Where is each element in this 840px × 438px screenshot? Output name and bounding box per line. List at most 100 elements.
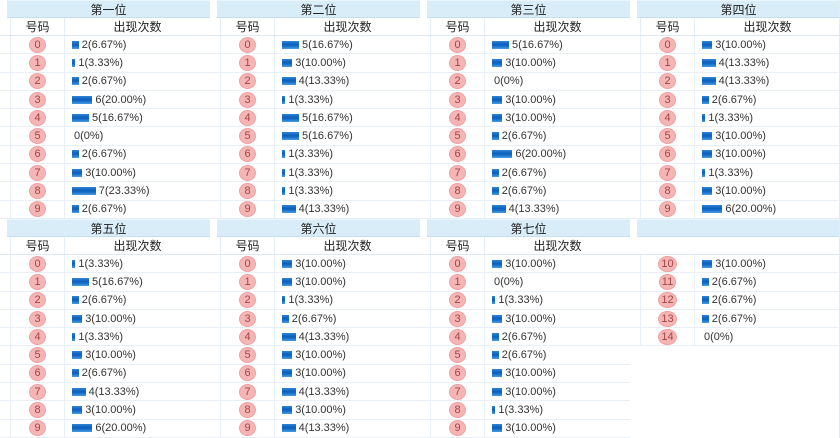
frequency-bar — [72, 369, 79, 378]
position-block: 第四位 号码 出现次数 0 3(10.00%) 1 4(13.33%) 2 4(13.33… — [630, 0, 839, 219]
count-label: 5(16.67%) — [92, 111, 143, 124]
stat-row: 3 2(6.67%) — [630, 90, 839, 110]
number-badge: 3 — [449, 91, 466, 108]
number-cell: 7 — [11, 383, 65, 401]
frequency-bar — [282, 58, 293, 67]
row-spacer-cell — [630, 255, 641, 273]
frequency-bar — [72, 424, 93, 433]
row-spacer-cell — [0, 182, 11, 200]
number-badge: 5 — [449, 128, 466, 145]
count-cell: 6(20.00%) — [65, 91, 210, 108]
frequency-bar — [702, 77, 716, 86]
number-cell: 12 — [641, 291, 695, 309]
number-badge: 3 — [239, 310, 256, 327]
count-label: 4(13.33%) — [718, 56, 770, 69]
stat-row: 4 4(13.33%) — [210, 328, 420, 347]
row-spacer-cell — [0, 291, 11, 309]
number-cell: 4 — [11, 328, 65, 346]
frequency-bar — [282, 187, 286, 196]
number-badge: 0 — [449, 36, 466, 53]
count-label: 2(6.67%) — [501, 185, 547, 198]
number-badge: 3 — [449, 310, 466, 327]
count-cell: 3(10.00%) — [485, 420, 630, 437]
row-spacer-cell — [420, 309, 431, 328]
frequency-bar — [282, 150, 286, 159]
count-label: 3(10.00%) — [85, 166, 136, 179]
number-cell: 8 — [431, 182, 485, 200]
number-cell: 2 — [11, 291, 65, 309]
row-spacer-cell — [210, 255, 221, 273]
count-column-header: 出现次数 — [113, 239, 162, 253]
row-spacer-cell — [420, 255, 431, 273]
row-spacer-cell — [0, 109, 11, 127]
row-spacer-cell — [0, 127, 11, 145]
stat-row: 7 3(10.00%) — [0, 164, 210, 183]
frequency-bar — [72, 332, 76, 341]
row-spacer-cell — [0, 309, 11, 328]
number-cell: 4 — [221, 109, 275, 127]
stat-row: 6 3(10.00%) — [210, 364, 420, 384]
count-label: 3(10.00%) — [715, 38, 766, 51]
count-cell: 1(3.33%) — [275, 164, 420, 181]
stat-row: 0 1(3.33%) — [0, 255, 210, 274]
stat-row: 4 5(16.67%) — [210, 109, 420, 128]
position-title-band — [637, 219, 839, 237]
number-cell: 8 — [431, 401, 485, 419]
count-label: 3(10.00%) — [85, 312, 136, 325]
number-badge: 5 — [29, 128, 46, 145]
number-column-header: 号码 — [221, 237, 275, 254]
row-spacer-cell — [630, 164, 641, 182]
frequency-bar — [72, 168, 83, 177]
stat-row: 2 0(0%) — [420, 72, 630, 91]
frequency-bar — [282, 406, 293, 415]
count-cell: 3(10.00%) — [485, 54, 630, 71]
number-cell: 7 — [221, 383, 275, 401]
header-spacer-cell — [420, 18, 431, 35]
number-column-header: 号码 — [431, 18, 485, 35]
stat-row: 9 3(10.00%) — [420, 419, 630, 438]
rows-container: 0 3(10.00%) 1 0(0%) 2 1(3.33%) 3 3(10.00%) 4 2(6.… — [420, 255, 630, 438]
count-label: 2(6.67%) — [81, 203, 127, 216]
number-cell: 6 — [11, 364, 65, 383]
row-spacer-cell — [420, 364, 431, 383]
column-header-row: 号码 出现次数 — [420, 237, 630, 255]
number-badge: 7 — [239, 164, 256, 181]
frequency-bar — [492, 205, 506, 214]
stat-row: 9 6(20.00%) — [0, 419, 210, 438]
count-label: 6(20.00%) — [95, 422, 147, 435]
count-label: 4(13.33%) — [718, 75, 770, 88]
frequency-bar — [492, 369, 503, 378]
column-header-row: 号码 出现次数 — [0, 237, 210, 255]
number-cell: 3 — [221, 309, 275, 328]
number-badge: 2 — [239, 292, 256, 309]
row-spacer-cell — [630, 72, 641, 90]
number-badge: 8 — [29, 183, 46, 200]
count-label: 1(3.33%) — [78, 330, 124, 343]
count-label: 1(3.33%) — [288, 294, 334, 307]
stat-row: 9 4(13.33%) — [420, 200, 630, 219]
number-badge: 4 — [239, 109, 256, 126]
frequency-bar — [492, 113, 503, 122]
frequency-bar — [492, 132, 499, 141]
rows-container: 0 1(3.33%) 1 5(16.67%) 2 2(6.67%) 3 3(10.00%) 4 1… — [0, 255, 210, 438]
stat-row: 0 5(16.67%) — [210, 36, 420, 55]
number-cell: 9 — [221, 419, 275, 437]
frequency-bar — [492, 332, 499, 341]
row-spacer-cell — [630, 54, 641, 72]
frequency-bar — [72, 187, 96, 196]
stat-row: 0 3(10.00%) — [210, 255, 420, 274]
position-block: 第一位 号码 出现次数 0 2(6.67%) 1 1(3.33%) 2 2(6.67%) 3… — [0, 0, 210, 219]
count-cell: 2(6.67%) — [695, 292, 839, 309]
row-spacer-cell — [0, 54, 11, 72]
row-spacer-cell — [0, 255, 11, 273]
stat-row: 7 4(13.33%) — [210, 383, 420, 402]
stat-row: 8 3(10.00%) — [630, 182, 839, 201]
rows-container: 0 2(6.67%) 1 1(3.33%) 2 2(6.67%) 3 6(20.00%) 4 5(… — [0, 36, 210, 219]
count-cell: 5(16.67%) — [485, 36, 630, 53]
row-spacer-cell — [210, 127, 221, 145]
row-spacer-cell — [210, 419, 221, 437]
frequency-bar — [492, 296, 496, 305]
row-spacer-cell — [210, 54, 221, 72]
frequency-bar — [282, 95, 286, 104]
count-cell: 4(13.33%) — [275, 73, 420, 90]
